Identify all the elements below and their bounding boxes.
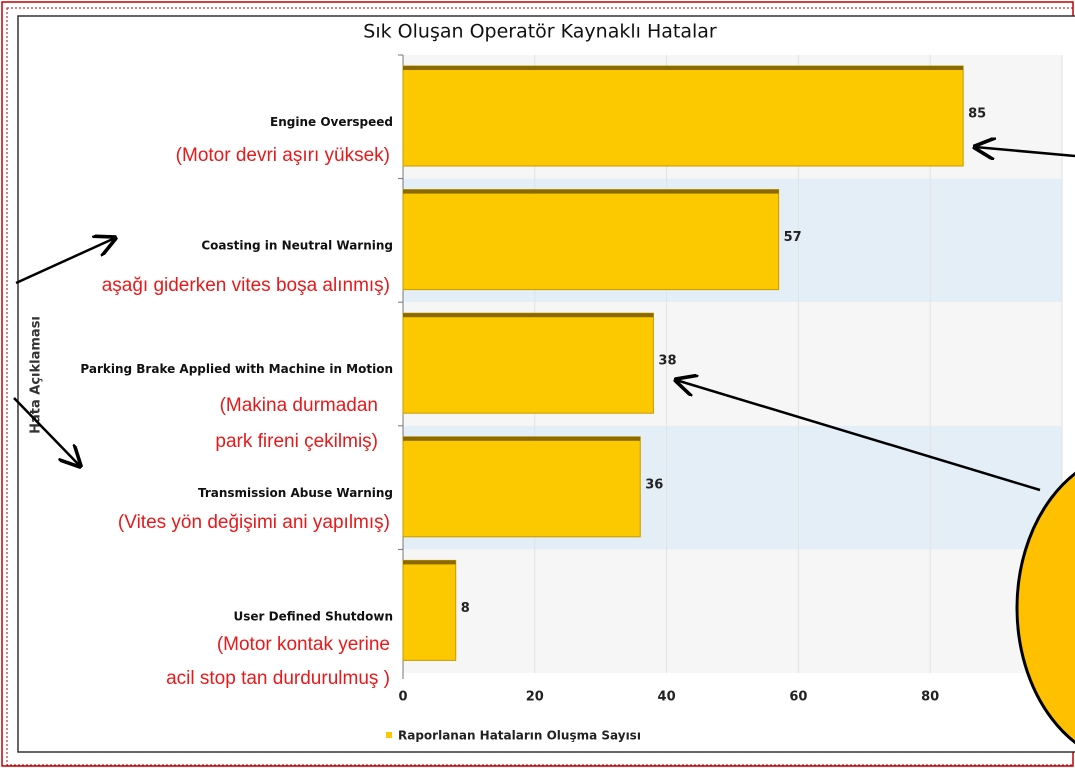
bar-edge: [403, 560, 456, 565]
category-label: Coasting in Neutral Warning: [201, 238, 393, 252]
y-axis-title: Hata Açıklaması: [29, 316, 44, 434]
chart-title: Sık Oluşan Operatör Kaynaklı Hatalar: [363, 21, 717, 43]
category-label: Engine Overspeed: [270, 115, 393, 129]
annotation: (Motor kontak yerine: [217, 634, 390, 655]
label-line: User Defined Shutdown: [234, 609, 394, 623]
value-label: 85: [968, 107, 986, 122]
bar: [402, 189, 780, 291]
category-label: Parking Brake Applied with Machine in Mo…: [80, 362, 393, 376]
arrow: [15, 238, 115, 285]
category-label: Transmission Abuse Warning: [198, 485, 393, 499]
highlight-circle: [1015, 471, 1075, 745]
annotation: park fireni çekilmiş): [215, 431, 378, 452]
bar-edge: [403, 66, 964, 70]
bar: [402, 559, 457, 661]
category-label: User Defined Shutdown: [234, 609, 394, 623]
row-band: [403, 549, 1062, 673]
legend-label: Raporlanan Hataların Oluşma Sayısı: [398, 729, 641, 743]
bar: [402, 436, 641, 538]
arrow: [676, 380, 1041, 492]
annotation: (Makina durmadan: [220, 395, 378, 416]
bar-edge: [403, 189, 779, 194]
annotation: (Motor devri aşırı yüksek): [176, 145, 390, 166]
legend-swatch: [386, 732, 392, 738]
x-tick-label: 20: [526, 690, 544, 705]
x-tick-label: 60: [789, 690, 807, 705]
arrow: [975, 147, 1075, 156]
label-line: Transmission Abuse Warning: [198, 485, 393, 499]
bar: [402, 65, 964, 167]
bar-edge: [403, 436, 641, 441]
label-line: Engine Overspeed: [270, 115, 393, 129]
annotation: (Vites yön değişimi ani yapılmış): [118, 512, 390, 533]
bar-edge: [403, 313, 654, 318]
x-tick-label: 40: [658, 690, 676, 705]
x-tick-label: 80: [921, 690, 939, 705]
bar: [402, 312, 654, 414]
value-label: 36: [645, 477, 663, 492]
value-label: 57: [784, 230, 802, 245]
x-tick-label: 0: [398, 690, 407, 705]
annotation: acil stop tan durdurulmuş ): [166, 668, 390, 689]
value-label: 38: [658, 354, 676, 369]
label-line: Parking Brake Applied with Machine in Mo…: [80, 362, 393, 376]
annotation: aşağı giderken vites boşa alınmış): [102, 275, 390, 296]
arrow: [13, 397, 80, 466]
label-line: Coasting in Neutral Warning: [201, 238, 393, 252]
value-label: 8: [461, 601, 470, 616]
